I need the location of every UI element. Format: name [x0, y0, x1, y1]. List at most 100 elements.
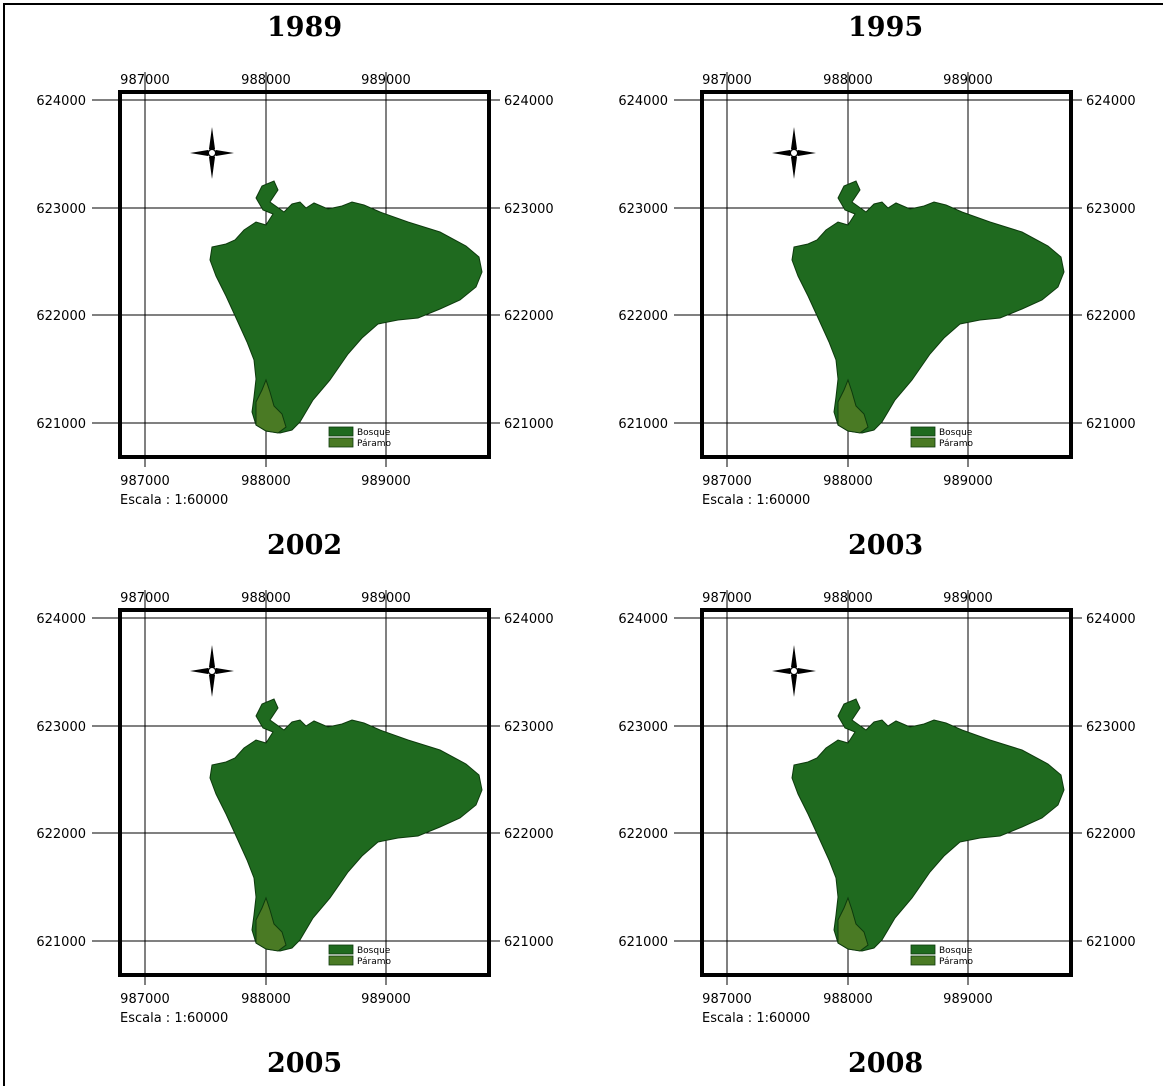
legend-swatch [910, 437, 936, 448]
paramo-area [837, 378, 869, 434]
y-tick-label-right: 622000 [504, 309, 554, 324]
x-tick-label-top: 988000 [241, 591, 291, 606]
y-tick-label-left: 623000 [618, 202, 668, 217]
y-tick-label-left: 621000 [618, 417, 668, 432]
x-tick-label-top: 989000 [361, 591, 411, 606]
bosque-area [791, 698, 1065, 952]
legend-swatch [328, 955, 354, 966]
y-tick-label-right: 623000 [504, 202, 554, 217]
compass-rose-icon [190, 127, 234, 179]
x-tick-label-bottom: 987000 [702, 474, 752, 489]
year-label: 1989 [267, 12, 343, 43]
legend-label: Páramo [357, 957, 392, 967]
x-tick-label-bottom: 987000 [702, 992, 752, 1007]
x-tick-label-top: 988000 [823, 73, 873, 88]
y-tick-label-right: 624000 [504, 94, 554, 109]
y-tick-label-right: 622000 [504, 827, 554, 842]
legend-label: Bosque [357, 428, 391, 438]
y-tick-label-left: 622000 [36, 309, 86, 324]
y-tick-label-right: 624000 [504, 612, 554, 627]
x-tick-label-top: 988000 [241, 73, 291, 88]
legend-swatch [328, 437, 354, 448]
compass-rose-icon [190, 645, 234, 697]
y-tick-label-left: 622000 [618, 309, 668, 324]
x-tick-label-bottom: 989000 [943, 474, 993, 489]
y-tick-label-left: 624000 [36, 612, 86, 627]
paramo-area [837, 896, 869, 952]
scale-text: Escala : 1:60000 [702, 1011, 810, 1026]
legend-label: Bosque [357, 946, 391, 956]
legend-swatch [328, 944, 354, 955]
legend-swatch [910, 955, 936, 966]
legend-label: Páramo [939, 439, 974, 449]
y-tick-label-left: 624000 [618, 94, 668, 109]
bosque-area [209, 180, 483, 434]
map-svg: 987000 987000 988000 988000 989000 989000 6240… [36, 590, 554, 1026]
x-tick-label-top: 987000 [702, 73, 752, 88]
year-label: 1995 [848, 12, 924, 43]
map-svg: 987000 987000 988000 988000 989000 989000 6240… [36, 72, 554, 508]
figure-frame [3, 3, 1163, 1086]
bosque-area [791, 180, 1065, 434]
x-tick-label-bottom: 987000 [120, 992, 170, 1007]
legend-swatch [910, 426, 936, 437]
legend-swatch [328, 426, 354, 437]
y-tick-label-right: 621000 [1086, 935, 1136, 950]
x-tick-label-bottom: 988000 [823, 474, 873, 489]
map-frame [700, 90, 1073, 459]
legend-label: Bosque [939, 946, 973, 956]
map-frame [118, 90, 491, 459]
y-tick-label-left: 622000 [36, 827, 86, 842]
y-tick-label-right: 621000 [504, 935, 554, 950]
map-panel-2002: 987000 987000 988000 988000 989000 989000 6240… [30, 580, 605, 1060]
scale-text: Escala : 1:60000 [702, 493, 810, 508]
x-tick-label-top: 988000 [823, 591, 873, 606]
scale-text: Escala : 1:60000 [120, 493, 228, 508]
paramo-area [255, 896, 287, 952]
x-tick-label-bottom: 988000 [241, 992, 291, 1007]
x-tick-label-bottom: 988000 [823, 992, 873, 1007]
year-label: 2008 [848, 1048, 924, 1079]
y-tick-label-right: 624000 [1086, 94, 1136, 109]
map-frame [118, 608, 491, 977]
y-tick-label-left: 623000 [618, 720, 668, 735]
map-panel-1995: 987000 987000 988000 988000 989000 989000 6240… [612, 62, 1163, 542]
y-tick-label-left: 621000 [36, 417, 86, 432]
map-frame [700, 608, 1073, 977]
compass-rose-icon [772, 127, 816, 179]
y-tick-label-right: 622000 [1086, 309, 1136, 324]
legend-swatch [910, 944, 936, 955]
x-tick-label-top: 989000 [361, 73, 411, 88]
y-tick-label-left: 624000 [618, 612, 668, 627]
x-tick-label-top: 987000 [702, 591, 752, 606]
x-tick-label-top: 989000 [943, 591, 993, 606]
y-tick-label-right: 623000 [504, 720, 554, 735]
year-label: 2002 [267, 530, 343, 561]
y-tick-label-right: 623000 [1086, 202, 1136, 217]
x-tick-label-bottom: 989000 [361, 992, 411, 1007]
x-tick-label-top: 987000 [120, 591, 170, 606]
map-svg: 987000 987000 988000 988000 989000 989000 6240… [618, 72, 1136, 508]
y-tick-label-left: 621000 [618, 935, 668, 950]
y-tick-label-right: 622000 [1086, 827, 1136, 842]
y-tick-label-right: 621000 [1086, 417, 1136, 432]
y-tick-label-right: 621000 [504, 417, 554, 432]
x-tick-label-top: 987000 [120, 73, 170, 88]
map-panel-1989: 987000 987000 988000 988000 989000 989000 6240… [30, 62, 605, 542]
y-tick-label-left: 624000 [36, 94, 86, 109]
compass-rose-icon [772, 645, 816, 697]
legend-label: Bosque [939, 428, 973, 438]
x-tick-label-bottom: 989000 [361, 474, 411, 489]
year-label: 2005 [267, 1048, 343, 1079]
y-tick-label-left: 623000 [36, 202, 86, 217]
y-tick-label-left: 623000 [36, 720, 86, 735]
x-tick-label-bottom: 987000 [120, 474, 170, 489]
y-tick-label-left: 621000 [36, 935, 86, 950]
scale-text: Escala : 1:60000 [120, 1011, 228, 1026]
year-label: 2003 [848, 530, 924, 561]
x-tick-label-top: 989000 [943, 73, 993, 88]
legend-label: Páramo [357, 439, 392, 449]
y-tick-label-right: 624000 [1086, 612, 1136, 627]
x-tick-label-bottom: 989000 [943, 992, 993, 1007]
y-tick-label-left: 622000 [618, 827, 668, 842]
